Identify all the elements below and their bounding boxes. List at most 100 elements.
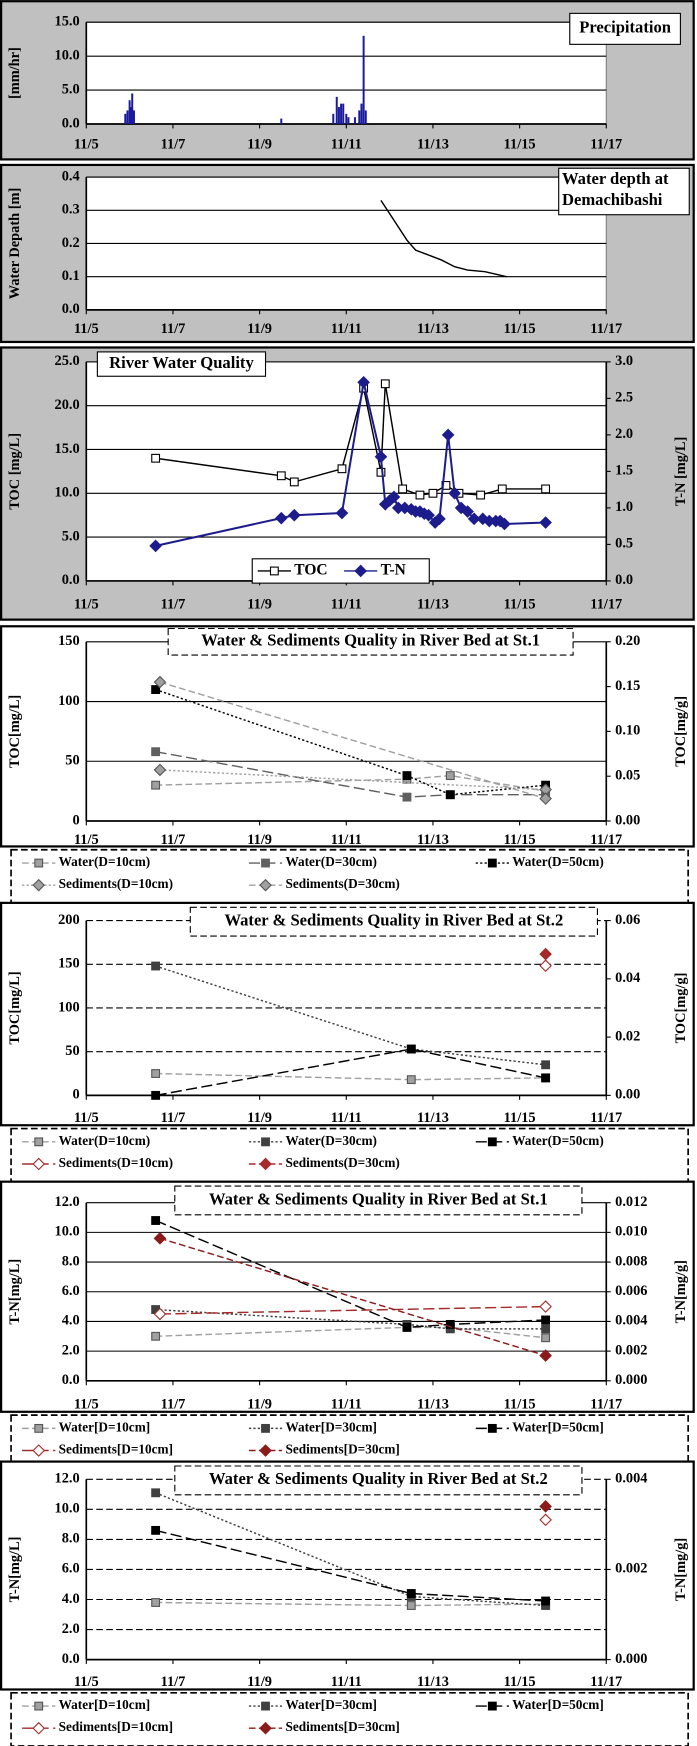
y-tick-label: 0.3 [62,202,80,218]
legend-marker [32,1157,46,1171]
marker [448,486,461,500]
legend-label: Water(D=30cm) [285,854,377,869]
x-tick-label: 11/9 [247,136,272,152]
y-tick-label: 6.0 [62,1561,80,1577]
marker [287,508,301,522]
marker [153,763,167,777]
x-tick-label: 11/11 [331,1110,362,1126]
bar [347,117,350,125]
marker [498,517,511,531]
series-line [155,750,546,798]
bar [337,107,340,125]
legend-label: Water(D=10cm) [59,854,151,869]
x-tick-label: 11/15 [504,1674,536,1690]
y2-tick-label: 1.5 [615,463,633,479]
y-tick-label: 10.0 [55,47,80,63]
legend-label: Water[D=10cm] [59,1419,151,1434]
x-tick-label: 11/7 [161,136,186,152]
marker [539,792,552,805]
bar [280,118,283,125]
chart-title: River Water Quality [109,353,254,372]
marker [541,1060,551,1070]
y-axis-label: T-N[mg/L] [7,1537,23,1603]
legend-marker [487,1701,497,1711]
marker [151,961,161,971]
y-axis-label: TOC [mg/L] [7,433,23,510]
y-tick-label: 2.0 [62,1342,80,1358]
bar [340,103,343,125]
y2-tick-label: 0.10 [615,723,640,739]
marker [151,453,161,463]
chart-title: Water & Sediments Quality in River Bed a… [209,1469,548,1488]
y-tick-label: 20.0 [55,397,80,413]
line [380,199,507,278]
legend-label: TOC [294,562,327,579]
x-tick-label: 11/9 [247,321,272,337]
marker [274,511,288,525]
legend-marker [32,878,46,892]
y-tick-label: 10.0 [55,1224,80,1240]
bar [345,113,348,125]
x-tick-label: 11/13 [417,1110,449,1126]
y2-tick-label: 3.0 [615,353,633,369]
series-line [155,1308,546,1330]
marker [454,501,468,515]
chart-title: Water & Sediments Quality in River Bed a… [209,1189,548,1208]
y2-tick-label: 2.5 [615,390,633,406]
x-tick-label: 11/13 [417,1396,449,1412]
marker [476,490,486,500]
x-tick-label: 11/7 [161,321,186,337]
y2-tick-label: 0.006 [615,1283,647,1299]
marker [406,1589,416,1598]
x-tick-label: 11/13 [417,136,449,152]
x-tick-label: 11/15 [504,136,536,152]
y-tick-label: 50 [65,1043,79,1059]
y-tick-label: 0.0 [62,1651,80,1667]
series-line [155,1219,546,1329]
y2-tick-label: 0.00 [615,812,640,828]
x-tick-label: 11/13 [417,321,449,337]
marker [357,375,370,389]
y2-axis-label: TOC[mg/g] [673,973,689,1044]
legend-marker [259,1721,272,1735]
x-tick-label: 11/9 [247,832,272,848]
y2-tick-label: 0.000 [615,1372,647,1388]
title-box [174,1465,583,1496]
marker [497,484,507,494]
y2-tick-label: 0.02 [615,1028,640,1044]
series-line [159,1305,546,1315]
y2-axis-label: T-N[mg/g] [673,1538,689,1601]
x-tick-label: 11/17 [590,832,622,848]
title-box [174,1185,583,1216]
marker [387,490,401,504]
y-axis-label: Water Depath [m] [7,188,23,300]
legend-marker [32,1444,46,1457]
x-tick-label: 11/15 [504,1396,536,1412]
legend-label: T-N [381,562,406,579]
y2-tick-label: 0.000 [615,1651,647,1667]
legend-label: Water(D=50cm) [512,854,604,869]
y-tick-label: 5.0 [62,528,80,544]
series-line [155,774,546,792]
marker [539,516,552,529]
marker [541,1073,551,1083]
marker [398,484,408,494]
x-tick-label: 11/5 [74,1110,99,1126]
marker [539,1513,552,1527]
y-tick-label: 2.0 [62,1621,80,1637]
legend-marker [34,858,44,868]
bar [360,103,363,125]
legend-marker [487,1137,497,1147]
bar [131,93,134,125]
legend-label: Sediments[D=10cm] [59,1442,173,1457]
marker [153,1232,167,1245]
title-box [189,906,598,937]
y-tick-label: 12.0 [55,1471,80,1487]
plot-area [86,641,607,822]
chart-title: Water & Sediments Quality in River Bed a… [201,631,540,650]
y-axis-label: [mm/hr] [7,47,23,99]
y-tick-label: 0.0 [62,115,80,131]
y-tick-label: 8.0 [62,1253,80,1269]
title-box [167,627,574,656]
y2-tick-label: 0.5 [615,536,633,552]
